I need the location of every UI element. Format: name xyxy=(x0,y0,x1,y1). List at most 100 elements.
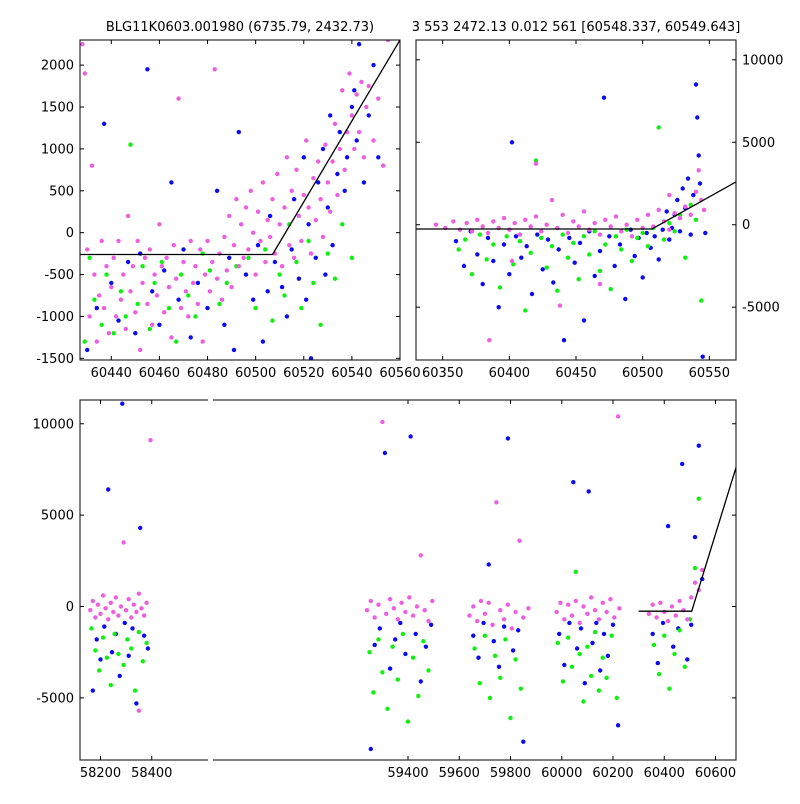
data-point xyxy=(477,681,482,686)
data-point xyxy=(376,96,381,101)
data-point xyxy=(696,496,701,501)
data-point xyxy=(253,272,258,277)
data-point xyxy=(183,289,189,294)
data-point xyxy=(501,617,507,622)
data-point xyxy=(598,668,603,673)
y-tick-label: 500 xyxy=(49,184,74,199)
data-point xyxy=(554,609,559,615)
data-point xyxy=(571,240,576,246)
data-point xyxy=(667,237,672,242)
data-point xyxy=(692,565,698,571)
data-point xyxy=(188,335,193,340)
y-tick-label: 0 xyxy=(742,218,750,233)
data-point xyxy=(299,305,304,311)
model-line xyxy=(80,40,400,256)
data-point xyxy=(680,186,685,191)
data-point xyxy=(224,280,229,286)
data-point xyxy=(662,609,667,615)
data-point xyxy=(475,252,480,257)
x-tick-label: 58200 xyxy=(80,766,121,781)
data-point xyxy=(330,159,335,164)
data-point xyxy=(517,538,522,543)
data-point xyxy=(565,230,571,236)
data-point xyxy=(332,121,338,127)
data-point xyxy=(400,631,406,637)
data-point xyxy=(688,232,693,237)
data-point xyxy=(558,600,563,605)
data-point xyxy=(600,655,605,660)
data-point xyxy=(102,624,107,629)
data-point xyxy=(628,227,633,232)
x-tick-label: 60600 xyxy=(695,766,736,781)
data-point xyxy=(682,664,687,669)
data-point xyxy=(121,540,126,545)
data-point xyxy=(592,608,598,613)
data-point xyxy=(498,675,503,680)
data-point xyxy=(491,219,496,224)
data-point xyxy=(90,598,96,604)
data-point xyxy=(85,347,90,353)
axis-break-bottom xyxy=(208,758,213,762)
data-point xyxy=(700,354,705,359)
data-point xyxy=(116,613,121,618)
data-point xyxy=(308,251,314,256)
data-point xyxy=(88,608,93,613)
data-point xyxy=(304,297,309,302)
data-point xyxy=(255,209,261,214)
data-point xyxy=(381,163,386,168)
data-point xyxy=(601,95,607,100)
data-point xyxy=(372,642,377,648)
data-point xyxy=(99,322,104,327)
data-point xyxy=(318,322,323,327)
data-point xyxy=(80,42,85,47)
data-point xyxy=(94,339,100,344)
data-point xyxy=(696,153,701,158)
data-point xyxy=(652,234,657,239)
data-point xyxy=(140,264,145,269)
data-point xyxy=(405,719,411,724)
data-point xyxy=(603,242,608,247)
data-point xyxy=(134,701,139,706)
data-point xyxy=(104,272,109,277)
data-point xyxy=(403,651,408,657)
data-point xyxy=(644,230,649,236)
data-point xyxy=(484,257,489,262)
data-point xyxy=(335,171,340,177)
data-point xyxy=(605,653,611,658)
data-point xyxy=(93,615,98,620)
data-point xyxy=(501,624,507,629)
data-point xyxy=(589,673,594,679)
data-point xyxy=(294,259,299,265)
data-point xyxy=(660,620,666,626)
data-point xyxy=(193,264,198,269)
data-point xyxy=(101,305,107,311)
data-point xyxy=(632,253,637,259)
data-point xyxy=(619,247,624,252)
plot-frame xyxy=(79,39,401,361)
data-point xyxy=(109,284,114,290)
data-point xyxy=(571,219,576,224)
data-point xyxy=(116,651,121,657)
data-point xyxy=(277,272,282,277)
data-point xyxy=(524,244,529,249)
data-point xyxy=(296,276,302,281)
data-point xyxy=(320,234,326,240)
data-point xyxy=(453,239,459,244)
data-point xyxy=(640,275,645,280)
data-point xyxy=(426,618,431,624)
data-point xyxy=(371,690,376,695)
data-point xyxy=(490,622,495,627)
data-point xyxy=(596,617,602,622)
data-point xyxy=(428,622,434,627)
data-point xyxy=(624,222,629,227)
data-point xyxy=(152,280,157,286)
data-point xyxy=(501,242,507,247)
data-point xyxy=(157,322,162,327)
data-point xyxy=(306,205,311,210)
data-point xyxy=(95,602,101,607)
y-tick-label: 1000 xyxy=(41,142,74,157)
x-tick-label: 60400 xyxy=(644,766,685,781)
data-point xyxy=(600,600,605,605)
data-point xyxy=(243,272,249,277)
data-point xyxy=(604,675,609,680)
